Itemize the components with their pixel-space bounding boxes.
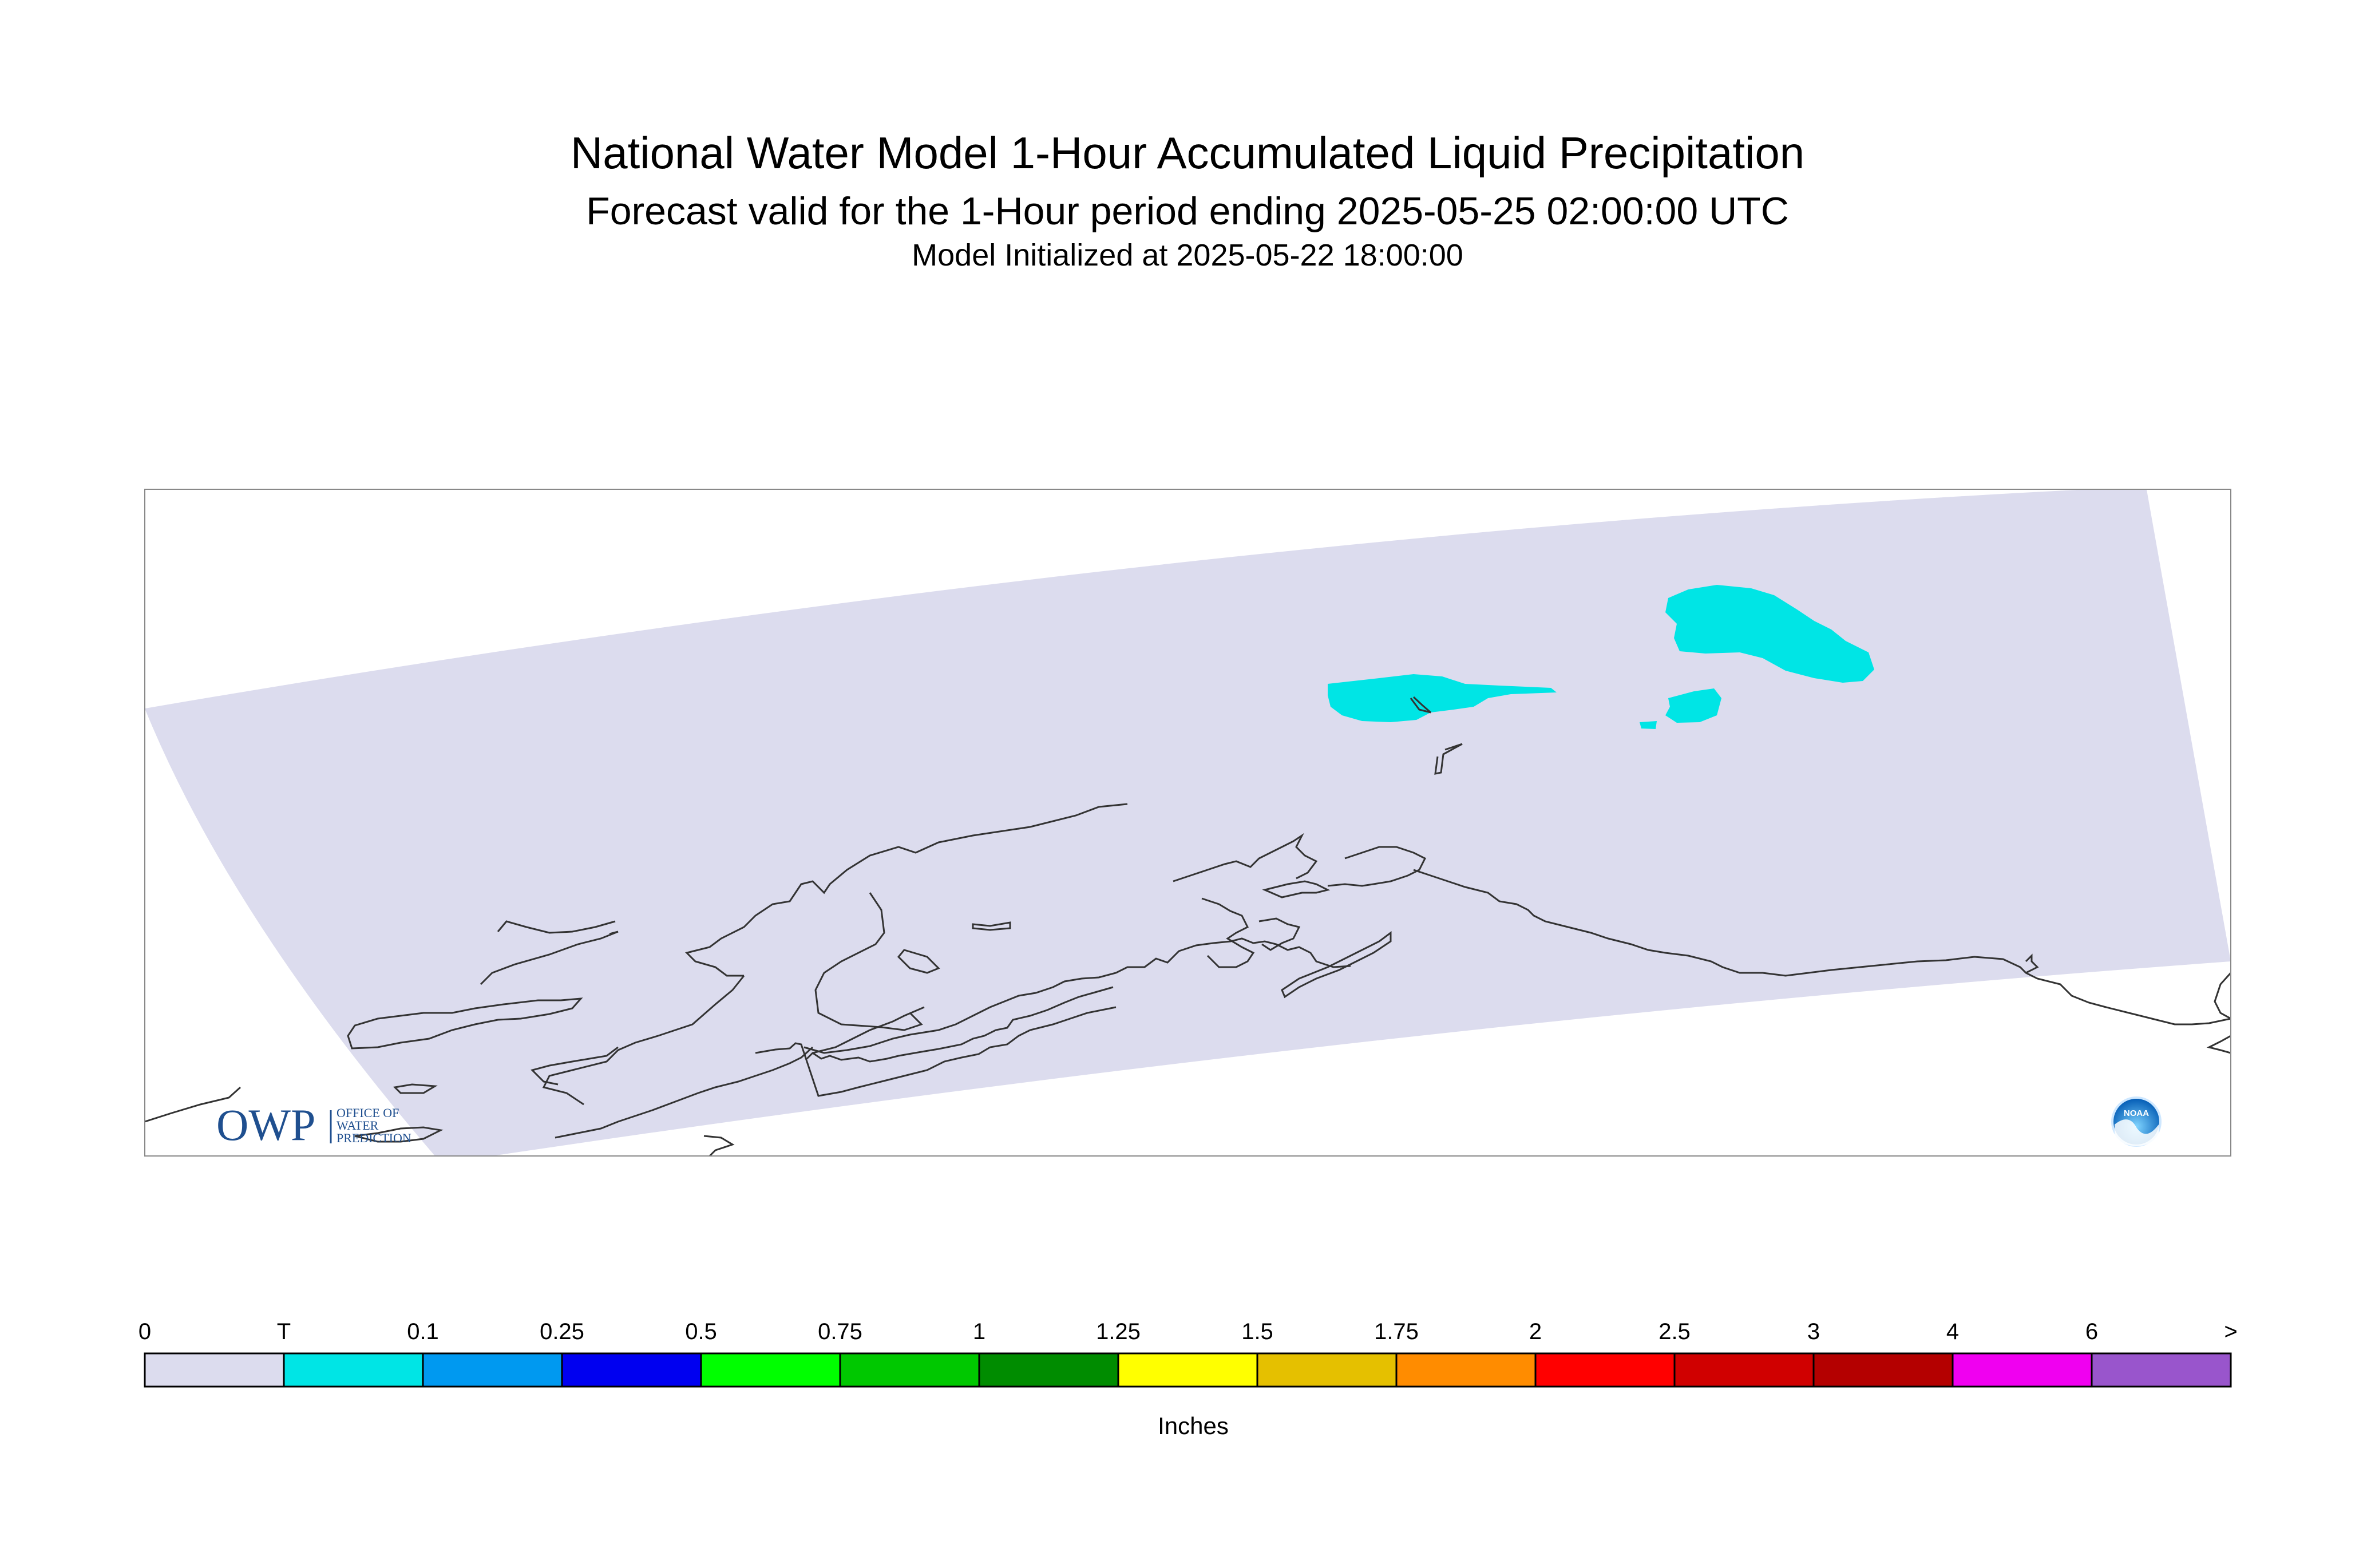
coastline (1413, 869, 2231, 1025)
coastline (1434, 743, 1463, 775)
precip-area (1328, 674, 1557, 722)
noaa-logo-text: NOAA (2124, 1108, 2149, 1118)
precip-area (1665, 688, 1721, 723)
legend-label: 1 (972, 1319, 986, 1344)
coastline (531, 1046, 619, 1086)
legend-label: > (2224, 1319, 2238, 1344)
coastline (2025, 953, 2039, 974)
owp-logo-subtext: PREDICTION (337, 1131, 411, 1145)
legend-label: 0.5 (685, 1319, 717, 1344)
coastline (2206, 1035, 2231, 1054)
precip-areas (1328, 585, 1874, 729)
legend-swatch (283, 1352, 424, 1388)
coastline (806, 1006, 925, 1060)
coastline (393, 1083, 438, 1094)
coastline (354, 1126, 444, 1143)
legend-label: 0.1 (407, 1319, 439, 1344)
coastline (1258, 917, 1301, 951)
legend-swatch (1395, 1352, 1537, 1388)
legend-label: 0.75 (818, 1319, 862, 1344)
legend-label: 6 (2085, 1319, 2099, 1344)
owp-logo-text: OWP (216, 1100, 315, 1150)
legend-label: 1.75 (1374, 1319, 1419, 1344)
chart-title: National Water Model 1-Hour Accumulated … (570, 128, 1805, 178)
coastline (497, 920, 616, 934)
coastline (1327, 846, 1427, 887)
precip-area (1640, 721, 1657, 729)
coastline (145, 1086, 242, 1123)
legend-label: 0.25 (540, 1319, 584, 1344)
legend-swatch (144, 1352, 285, 1388)
coastline (480, 930, 619, 985)
coastline (812, 986, 1114, 1063)
legend-swatch (839, 1352, 980, 1388)
coastline (1173, 833, 1318, 882)
legend-units: Inches (1158, 1412, 1229, 1439)
legend-colorbar (144, 1352, 2232, 1388)
coastline (972, 921, 1011, 931)
legend-swatch (2091, 1352, 2232, 1388)
owp-logo-subtext: WATER (337, 1118, 379, 1133)
legend-swatch (1534, 1352, 1676, 1388)
precip-area (1665, 585, 1874, 683)
legend-swatch (1952, 1352, 2093, 1388)
coastline (897, 949, 940, 974)
legend-swatch (1256, 1352, 1398, 1388)
coastline (542, 975, 745, 1106)
legend-label: 2 (1529, 1319, 1542, 1344)
coastline (685, 803, 1128, 977)
owp-logo: OWP OFFICE OF WATER PREDICTION (216, 1100, 411, 1150)
legend-label: T (276, 1319, 291, 1344)
coastline (703, 1135, 735, 1156)
model-domain-area (145, 489, 2231, 1156)
forecast-subtitle: Forecast valid for the 1-Hour period end… (586, 189, 1789, 233)
coastline (1281, 931, 1392, 999)
legend-swatch (422, 1352, 563, 1388)
coastline (814, 892, 923, 1031)
legend-label: 1.25 (1096, 1319, 1141, 1344)
legend-swatch (700, 1352, 841, 1388)
coastlines (145, 696, 2231, 1156)
noaa-logo: NOAA (2111, 1096, 2162, 1147)
coastline (1262, 880, 1331, 898)
legend-swatch (1812, 1352, 1954, 1388)
init-subtitle: Model Initialized at 2025-05-22 18:00:00 (912, 238, 1463, 272)
legend-label: 4 (1946, 1319, 1960, 1344)
legend-swatch (978, 1352, 1119, 1388)
legend-swatch (1673, 1352, 1815, 1388)
owp-logo-subtext: OFFICE OF (337, 1106, 399, 1120)
legend-label: 2.5 (1658, 1319, 1691, 1344)
legend-label: 0 (138, 1319, 152, 1344)
coastline (555, 1046, 814, 1139)
legend-swatch (561, 1352, 702, 1388)
coastline (347, 997, 583, 1050)
coastline (2214, 972, 2231, 1020)
legend-label: 3 (1807, 1319, 1820, 1344)
coastline (755, 1006, 1117, 1097)
coastline (1410, 696, 1431, 714)
coastline (1201, 897, 1255, 968)
legend-label: 1.5 (1241, 1319, 1273, 1344)
legend-swatch (1117, 1352, 1258, 1388)
